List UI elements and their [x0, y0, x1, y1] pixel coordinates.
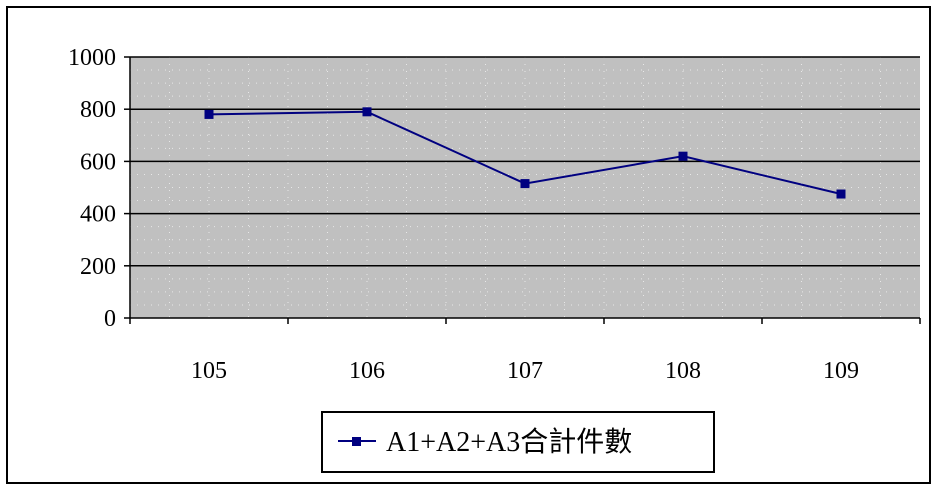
y-tick-label: 1000 — [68, 45, 116, 71]
y-axis: 0 200 400 600 800 1000 — [68, 45, 131, 332]
x-tick-label: 109 — [823, 358, 859, 384]
gridlines — [130, 56, 920, 318]
y-tick-label: 600 — [80, 149, 116, 175]
x-axis: 105 106 107 108 109 — [129, 317, 921, 384]
legend-series-label: A1+A2+A3合計件數 — [386, 426, 632, 458]
x-tick-label: 108 — [665, 358, 701, 384]
series-layer — [204, 107, 846, 199]
y-tick-label: 400 — [80, 202, 116, 228]
data-point-marker — [678, 151, 688, 161]
data-point-marker — [204, 109, 214, 119]
legend-series-marker — [352, 437, 361, 446]
data-point-marker — [836, 189, 846, 199]
y-tick-label: 200 — [80, 254, 116, 280]
data-point-marker — [520, 179, 530, 189]
legend-box — [321, 411, 715, 473]
x-tick-label: 107 — [507, 358, 543, 384]
y-tick-label: 800 — [80, 97, 116, 123]
data-point-marker — [362, 107, 372, 117]
x-tick-label: 106 — [349, 358, 385, 384]
y-tick-label: 0 — [104, 306, 116, 332]
x-tick-label: 105 — [191, 358, 227, 384]
legend: A1+A2+A3合計件數 — [321, 411, 715, 473]
